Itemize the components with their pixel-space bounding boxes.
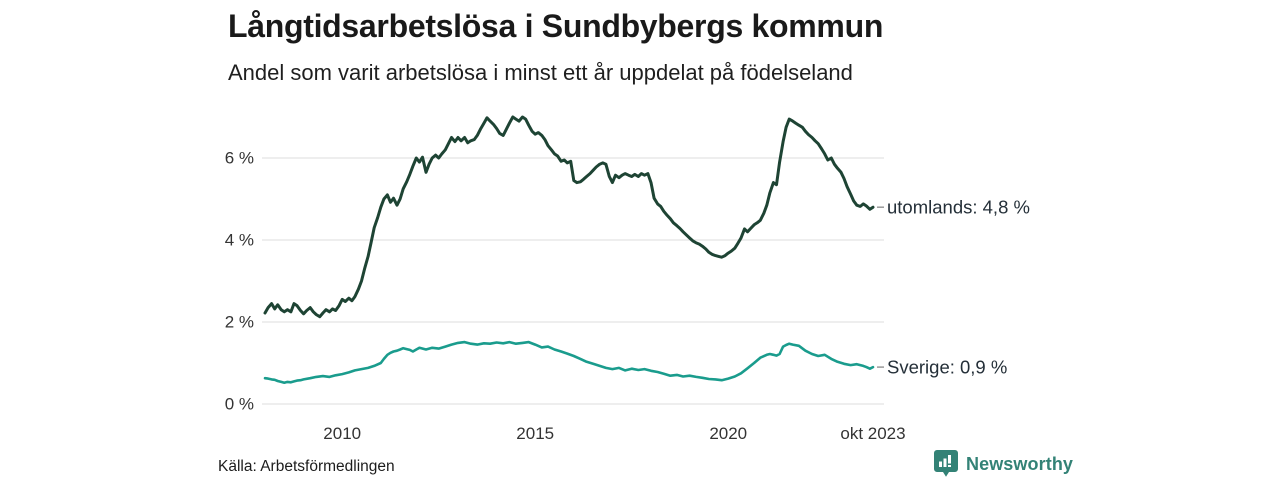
y-tick-label: 6 % (225, 149, 254, 168)
brand-name: Newsworthy (966, 453, 1074, 474)
chart-subtitle: Andel som varit arbetslösa i minst ett å… (228, 60, 853, 85)
y-tick-label: 0 % (225, 395, 254, 414)
x-tick-label: okt 2023 (840, 424, 905, 443)
series-line-utomlands (263, 115, 875, 319)
x-tick-label: 2015 (516, 424, 554, 443)
x-tick-label: 2010 (323, 424, 361, 443)
y-tick-label: 2 % (225, 313, 254, 332)
y-tick-label: 4 % (225, 231, 254, 250)
brand-logo: Newsworthy (934, 450, 1073, 478)
source-note: Källa: Arbetsförmedlingen (218, 458, 395, 475)
series-end-label-Sverige: Sverige: 0,9 % (887, 357, 1007, 378)
page-title: Långtidsarbetslösa i Sundbybergs kommun (228, 8, 884, 44)
series-end-label-utomlands: utomlands: 4,8 % (887, 197, 1030, 218)
x-tick-label: 2020 (709, 424, 747, 443)
series-line-Sverige (263, 340, 875, 384)
newsworthy-pin-chart-icon (934, 450, 958, 477)
